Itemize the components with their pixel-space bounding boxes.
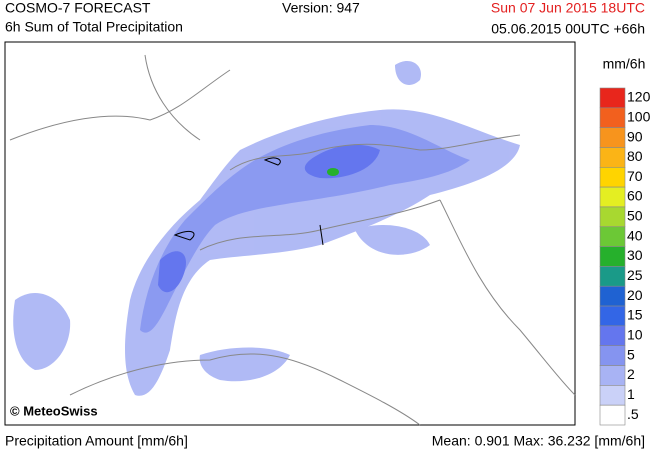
legend-label: 70 (627, 168, 643, 184)
legend-label: 80 (627, 148, 643, 164)
legend-swatch (599, 365, 626, 386)
run-time: 05.06.2015 00UTC +66h (491, 21, 645, 37)
valid-time: Sun 07 Jun 2015 18UTC (491, 0, 645, 16)
legend-unit: mm/6h (603, 56, 646, 72)
legend-swatch (599, 127, 626, 148)
legend-swatch (599, 166, 626, 188)
legend-swatch (599, 206, 626, 228)
legend-swatch (599, 404, 626, 426)
legend-swatch (599, 226, 626, 247)
legend-swatch (599, 186, 626, 208)
legend-label: 60 (627, 188, 643, 204)
precip-light (13, 60, 520, 396)
legend-label: 25 (627, 267, 643, 283)
precip-peak (327, 168, 339, 176)
legend-swatch (599, 246, 626, 267)
legend-swatch (599, 87, 626, 109)
legend: 120 100 90 80 70 60 50 40 30 25 20 15 10 5 2 1 .5 (599, 87, 650, 426)
footer-left: Precipitation Amount [mm/6h] (5, 433, 188, 449)
legend-swatch (599, 305, 626, 327)
credit: © MeteoSwiss (10, 403, 98, 418)
borders (9, 54, 576, 426)
title: COSMO-7 FORECAST (5, 0, 151, 16)
legend-swatch (599, 345, 626, 366)
lakes (173, 157, 324, 246)
legend-label: 120 (627, 89, 650, 105)
legend-label: 30 (627, 247, 643, 263)
legend-label: 1 (627, 386, 635, 402)
legend-label: 100 (627, 108, 650, 124)
version: Version: 947 (282, 0, 360, 16)
legend-label: .5 (627, 406, 639, 422)
legend-label: 15 (627, 307, 643, 323)
subtitle: 6h Sum of Total Precipitation (5, 19, 183, 35)
legend-label: 40 (627, 227, 643, 243)
legend-swatch (599, 266, 626, 287)
map: © MeteoSwiss (4, 41, 576, 426)
legend-swatch (599, 285, 626, 307)
precip-heavy (158, 144, 380, 293)
legend-label: 10 (627, 326, 643, 342)
legend-label: 5 (627, 346, 635, 362)
legend-swatch (599, 385, 626, 406)
legend-label: 90 (627, 128, 643, 144)
precip-medium (140, 125, 470, 333)
legend-swatch (599, 107, 626, 128)
footer-right: Mean: 0.901 Max: 36.232 [mm/6h] (432, 433, 645, 449)
legend-swatch (599, 325, 626, 347)
legend-label: 2 (627, 366, 635, 382)
legend-swatch (599, 147, 626, 168)
legend-label: 50 (627, 208, 643, 224)
legend-label: 20 (627, 287, 643, 303)
